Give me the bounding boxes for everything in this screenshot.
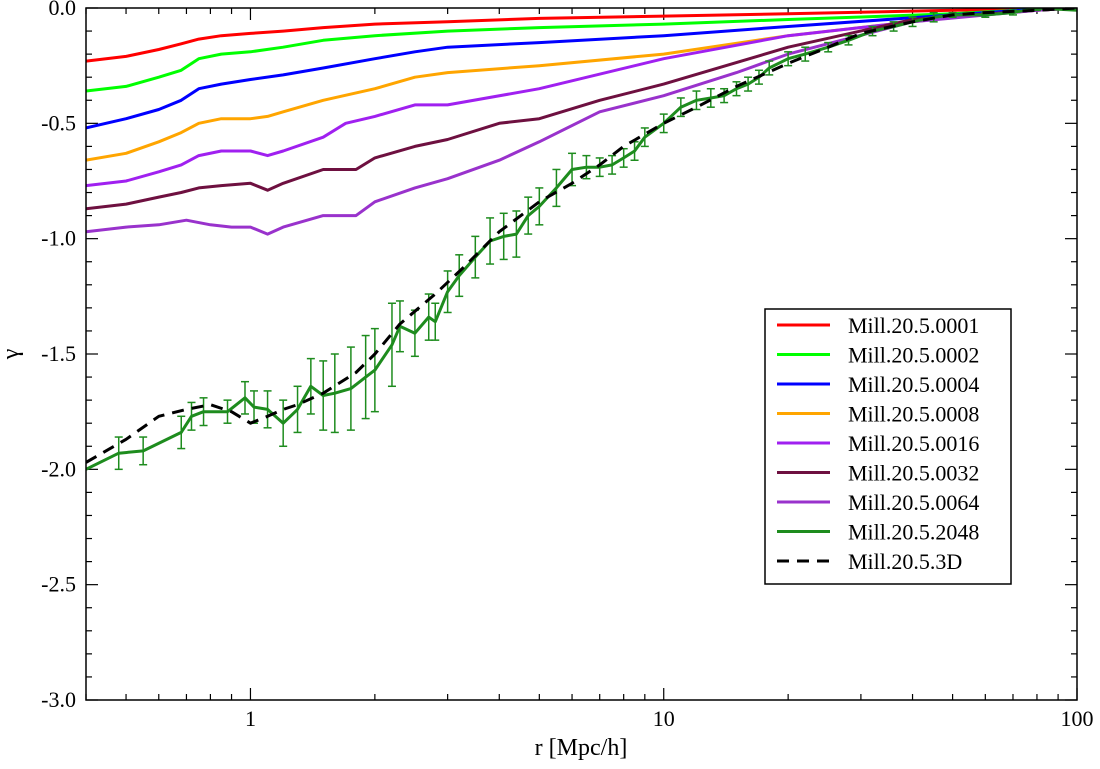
y-tick-label: -1.0 bbox=[41, 226, 76, 251]
x-tick-label: 100 bbox=[1061, 706, 1094, 731]
legend-label-mill-20-5-0016: Mill.20.5.0016 bbox=[848, 431, 979, 456]
series-line-mill-20-5-0008 bbox=[86, 8, 1077, 162]
legend-label-mill-20-5-2048: Mill.20.5.2048 bbox=[848, 520, 979, 545]
plot-frame bbox=[85, 7, 1078, 701]
x-axis-label: r [Mpc/h] bbox=[535, 735, 628, 761]
x-tick-label: 10 bbox=[653, 706, 675, 731]
y-tick-label: -1.5 bbox=[41, 341, 76, 366]
series-line-mill-20-5-0016 bbox=[86, 8, 1077, 188]
series-line-mill-20-5-3d bbox=[86, 8, 1077, 464]
legend: Mill.20.5.0001 Mill.20.5.0002 Mill.20.5.00… bbox=[764, 308, 1012, 585]
series-line-mill-20-5-0032 bbox=[86, 8, 1077, 211]
series-layer bbox=[86, 8, 1077, 471]
y-tick-label: -2.5 bbox=[41, 572, 76, 597]
legend-label-mill-20-5-0004: Mill.20.5.0004 bbox=[848, 372, 979, 397]
axis-ticks bbox=[85, 7, 1078, 701]
y-tick-label: -3.0 bbox=[41, 687, 76, 712]
legend-label-mill-20-5-0064: Mill.20.5.0064 bbox=[848, 490, 979, 515]
series-line-mill-20-5-0064 bbox=[86, 8, 1077, 236]
legend-label-mill-20-5-0001: Mill.20.5.0001 bbox=[848, 313, 979, 338]
series-line-mill-20-5-0002 bbox=[86, 8, 1077, 93]
y-tick-label: 0.0 bbox=[49, 0, 77, 20]
legend-label-mill-20-5-3d: Mill.20.5.3D bbox=[848, 549, 962, 574]
tick-labels: 1 10 100 0.0 -0.5 -1.0 -1.5 -2.0 -2.5 -3.0 bbox=[41, 0, 1093, 731]
y-tick-label: -2.0 bbox=[41, 456, 76, 481]
series-line-mill-20-5-0004 bbox=[86, 8, 1077, 130]
series-line-mill-20-5-0001 bbox=[86, 8, 1077, 63]
y-tick-label: -0.5 bbox=[41, 110, 76, 135]
legend-label-mill-20-5-0008: Mill.20.5.0008 bbox=[848, 402, 979, 427]
legend-label-mill-20-5-0032: Mill.20.5.0032 bbox=[848, 461, 979, 486]
x-tick-label: 1 bbox=[245, 706, 256, 731]
legend-label-mill-20-5-0002: Mill.20.5.0002 bbox=[848, 343, 979, 368]
y-axis-label: γ bbox=[0, 348, 24, 360]
